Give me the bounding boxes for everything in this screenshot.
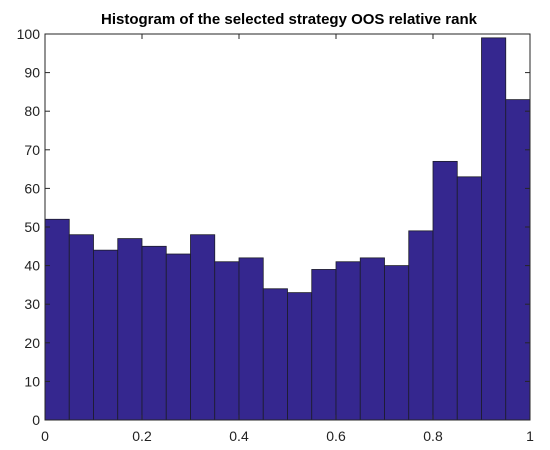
x-tick-label: 0	[41, 428, 49, 444]
chart-title: Histogram of the selected strategy OOS r…	[101, 11, 478, 28]
y-tick-label: 60	[24, 180, 40, 196]
histogram-bar	[190, 234, 216, 421]
x-tick-label: 0.2	[132, 428, 152, 444]
histogram-bar	[117, 238, 143, 421]
histogram-bar	[44, 218, 70, 421]
histogram-bar	[141, 245, 167, 421]
histogram-bar	[68, 234, 94, 421]
x-tick-label: 1	[526, 428, 534, 444]
histogram-bar	[335, 261, 361, 421]
histogram-bar	[456, 176, 482, 421]
histogram-bar	[287, 292, 313, 421]
x-axis: 0 0.2 0.4 0.6 0.8 1	[41, 34, 534, 444]
y-tick-label: 30	[24, 296, 40, 312]
histogram-bar	[384, 265, 410, 421]
histogram-bar	[408, 230, 434, 421]
y-tick-label: 40	[24, 258, 40, 274]
y-tick-label: 80	[24, 103, 40, 119]
histogram-bar	[359, 257, 385, 421]
histogram-bar	[165, 253, 191, 421]
histogram-bar	[262, 288, 288, 421]
x-tick-label: 0.6	[326, 428, 346, 444]
y-tick-label: 100	[17, 26, 41, 42]
y-tick-label: 20	[24, 335, 40, 351]
histogram-bar	[238, 257, 264, 421]
bars-group	[44, 37, 531, 421]
x-tick-label: 0.4	[229, 428, 249, 444]
y-tick-label: 70	[24, 142, 40, 158]
x-tick-label: 0.8	[423, 428, 443, 444]
y-tick-label: 10	[24, 373, 40, 389]
y-axis: 0 10 20 30 40 50 60 70 80 90 100	[17, 26, 530, 428]
histogram-bar	[432, 160, 458, 421]
histogram-bar	[93, 249, 119, 421]
histogram-bar	[505, 99, 531, 421]
histogram-bar	[481, 37, 507, 421]
histogram-bar	[214, 261, 240, 421]
y-tick-label: 50	[24, 219, 40, 235]
y-tick-label: 90	[24, 65, 40, 81]
y-tick-label: 0	[32, 412, 40, 428]
histogram-bar	[311, 269, 337, 421]
